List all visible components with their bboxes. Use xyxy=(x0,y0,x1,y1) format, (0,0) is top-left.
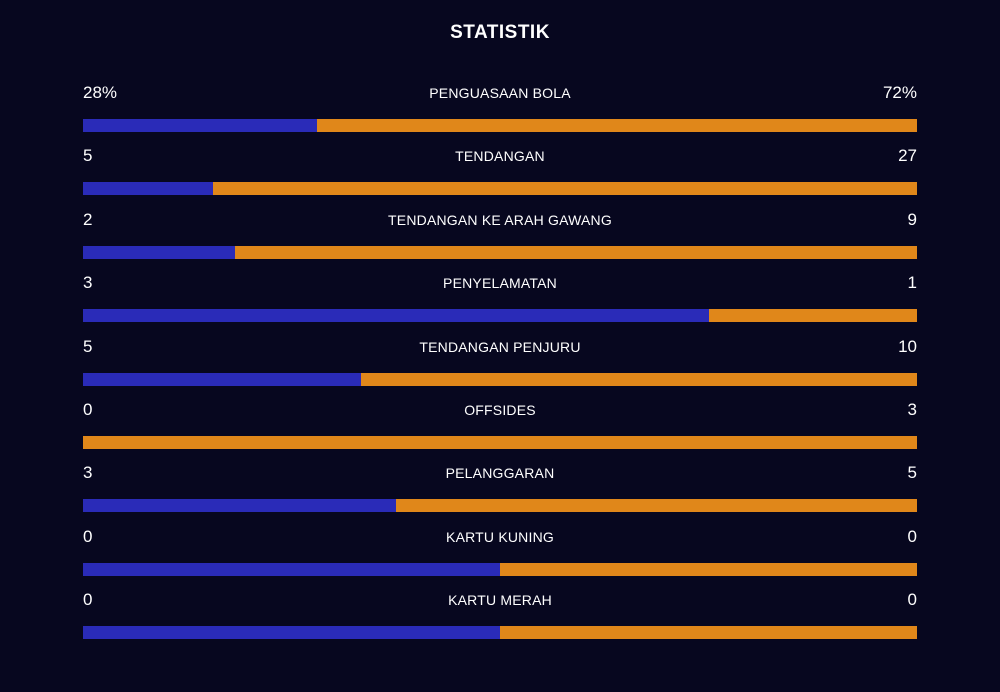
stats-title: STATISTIK xyxy=(450,22,550,43)
comparison-bar xyxy=(83,626,917,640)
away-bar-segment xyxy=(500,626,917,640)
away-bar-segment xyxy=(360,372,917,386)
comparison-bar xyxy=(83,372,917,386)
home-bar-segment xyxy=(83,245,235,259)
away-value: 72% xyxy=(882,83,917,102)
home-bar-segment xyxy=(83,372,361,386)
stat-row-offsides: 0 OFFSIDES 3 xyxy=(83,399,917,462)
away-bar-segment xyxy=(395,499,917,513)
stat-row-saves: 3 PENYELAMATAN 1 xyxy=(83,272,917,335)
stat-label: TENDANGAN KE ARAH GAWANG xyxy=(388,211,612,228)
home-value: 0 xyxy=(83,399,93,419)
comparison-bar xyxy=(83,562,917,576)
stat-row-red-cards: 0 KARTU MERAH 0 xyxy=(83,589,917,652)
stat-row-yellow-cards: 0 KARTU KUNING 0 xyxy=(83,526,917,589)
comparison-bar xyxy=(83,435,917,449)
home-value: 0 xyxy=(83,526,93,546)
stat-row-possession: 28% PENGUASAAN BOLA 72% xyxy=(83,82,917,145)
away-value: 0 xyxy=(907,526,917,546)
home-value: 5 xyxy=(83,146,93,166)
away-value: 3 xyxy=(907,399,917,419)
home-value: 3 xyxy=(83,273,93,293)
home-value: 0 xyxy=(83,590,93,610)
home-bar-segment xyxy=(83,499,396,513)
stat-row-shots-on-target: 2 TENDANGAN KE ARAH GAWANG 9 xyxy=(83,209,917,272)
comparison-bar xyxy=(83,182,917,196)
home-bar-segment xyxy=(83,626,500,640)
stat-label: KARTU MERAH xyxy=(448,592,552,609)
home-bar-segment xyxy=(83,182,214,196)
stat-label: TENDANGAN xyxy=(455,148,545,165)
comparison-bar xyxy=(83,309,917,323)
home-bar-segment xyxy=(83,119,317,132)
away-bar-segment xyxy=(234,245,917,259)
home-value: 3 xyxy=(83,463,93,483)
stat-row-shots: 5 TENDANGAN 27 xyxy=(83,145,917,208)
comparison-bar xyxy=(83,245,917,259)
stat-label: TENDANGAN PENJURU xyxy=(419,338,581,355)
away-value: 9 xyxy=(907,209,917,229)
away-value: 10 xyxy=(898,336,917,356)
away-value: 0 xyxy=(907,590,917,610)
stat-label: KARTU KUNING xyxy=(446,528,554,545)
comparison-bar xyxy=(83,499,917,513)
home-value: 5 xyxy=(83,336,93,356)
home-value: 28% xyxy=(83,83,118,102)
away-bar-segment xyxy=(213,182,917,196)
away-value: 5 xyxy=(907,463,917,483)
away-value: 27 xyxy=(898,146,917,166)
home-bar-segment xyxy=(83,562,500,576)
stat-label: PENYELAMATAN xyxy=(443,275,557,292)
away-value: 1 xyxy=(907,273,917,293)
comparison-bar xyxy=(83,119,917,132)
away-bar-segment xyxy=(500,562,917,576)
stats-list: 28% PENGUASAAN BOLA 72% 5 TENDANGAN 27 2… xyxy=(83,82,917,653)
stat-label: PENGUASAAN BOLA xyxy=(429,85,571,101)
stat-label: OFFSIDES xyxy=(464,401,536,418)
away-bar-segment xyxy=(708,309,917,323)
stat-row-fouls: 3 PELANGGARAN 5 xyxy=(83,462,917,525)
stat-row-corners: 5 TENDANGAN PENJURU 10 xyxy=(83,336,917,399)
home-value: 2 xyxy=(83,209,93,229)
away-bar-segment xyxy=(316,119,917,132)
away-bar-segment xyxy=(83,435,917,449)
home-bar-segment xyxy=(83,309,709,323)
stat-label: PELANGGARAN xyxy=(445,465,555,482)
